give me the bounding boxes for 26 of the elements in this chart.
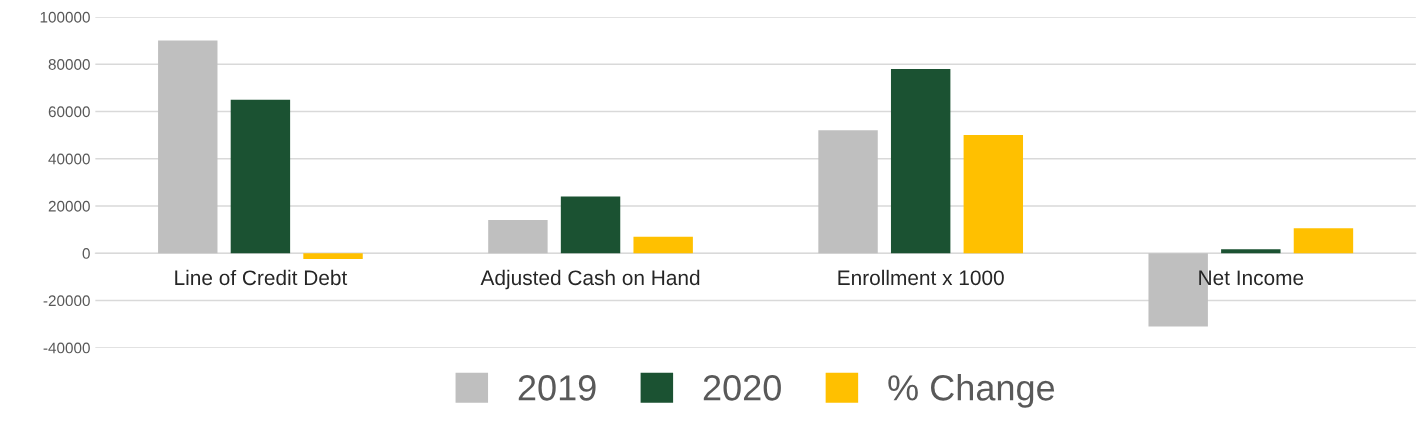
x-tick-label: Line of Credit Debt [175, 269, 348, 286]
y-tick-label: 60000 [48, 106, 90, 118]
bar [818, 130, 878, 254]
legend-label: 2020 [703, 375, 781, 401]
bar [1293, 228, 1354, 254]
legend-label: 2019 [518, 375, 596, 401]
bar [488, 220, 548, 254]
y-tick-label: 100000 [40, 11, 90, 23]
y-tick-label: 80000 [48, 59, 90, 70]
bar [303, 253, 363, 260]
y-tick-label: 40000 [48, 153, 90, 165]
y-tick-label: 0 [82, 248, 90, 259]
bar [1221, 249, 1281, 254]
bar [890, 68, 951, 254]
y-tick-label: -20000 [43, 295, 90, 307]
x-tick-label: Adjusted Cash on Hand [480, 269, 700, 290]
y-tick-label: 20000 [48, 200, 90, 212]
bar [633, 236, 693, 254]
x-tick-label: Enrollment x 1000 [838, 269, 1004, 286]
y-tick-label: -40000 [43, 342, 90, 354]
bar [230, 99, 291, 254]
bar [963, 135, 1024, 254]
legend-label: % Change [888, 374, 1055, 408]
x-tick-label: Net Income [1199, 270, 1304, 286]
bar [158, 40, 218, 254]
bar [560, 196, 621, 254]
